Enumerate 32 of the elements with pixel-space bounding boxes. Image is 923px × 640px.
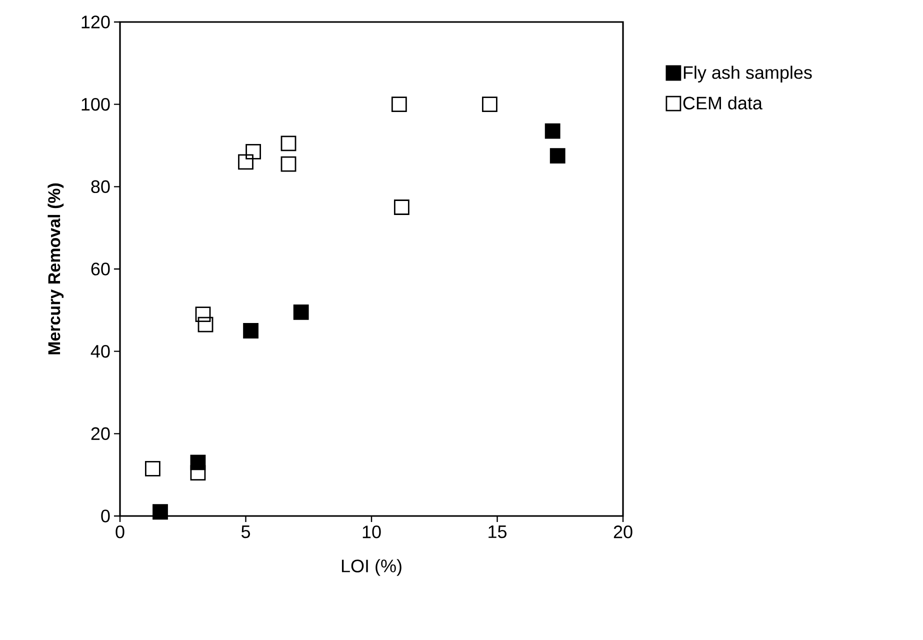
x-tick-label: 20	[614, 526, 632, 538]
point	[243, 323, 258, 338]
point	[280, 156, 296, 172]
point	[246, 144, 261, 160]
x-axis-title: LOI (%)	[342, 559, 402, 576]
legend-label: CEM data	[683, 96, 762, 110]
x-tick-label: 10	[362, 526, 381, 538]
y-tick-label: 0	[101, 510, 110, 522]
y-tick-label: 80	[91, 180, 110, 194]
point	[198, 316, 214, 332]
point	[238, 154, 254, 170]
point	[482, 96, 498, 112]
point	[152, 504, 168, 520]
y-tick-label: 120	[82, 16, 110, 28]
x-tick-label: 15	[488, 526, 507, 538]
y-axis-title: Mercury Removal (%)	[48, 183, 64, 354]
point	[394, 200, 410, 215]
point	[293, 304, 309, 320]
y-tick-label: 40	[90, 344, 110, 358]
x-tick-label: 0	[116, 526, 124, 538]
y-tick-label: 100	[82, 98, 110, 111]
point	[544, 123, 560, 139]
point	[280, 136, 296, 152]
point	[190, 465, 206, 480]
x-tick-label: 5	[241, 526, 250, 538]
y-tick-label: 60	[91, 262, 110, 276]
point	[195, 306, 211, 322]
point	[391, 96, 407, 112]
y-tick-label: 20	[91, 427, 110, 440]
point	[550, 148, 566, 164]
legend-label: Fly ash samples	[684, 66, 812, 82]
point	[145, 460, 160, 476]
